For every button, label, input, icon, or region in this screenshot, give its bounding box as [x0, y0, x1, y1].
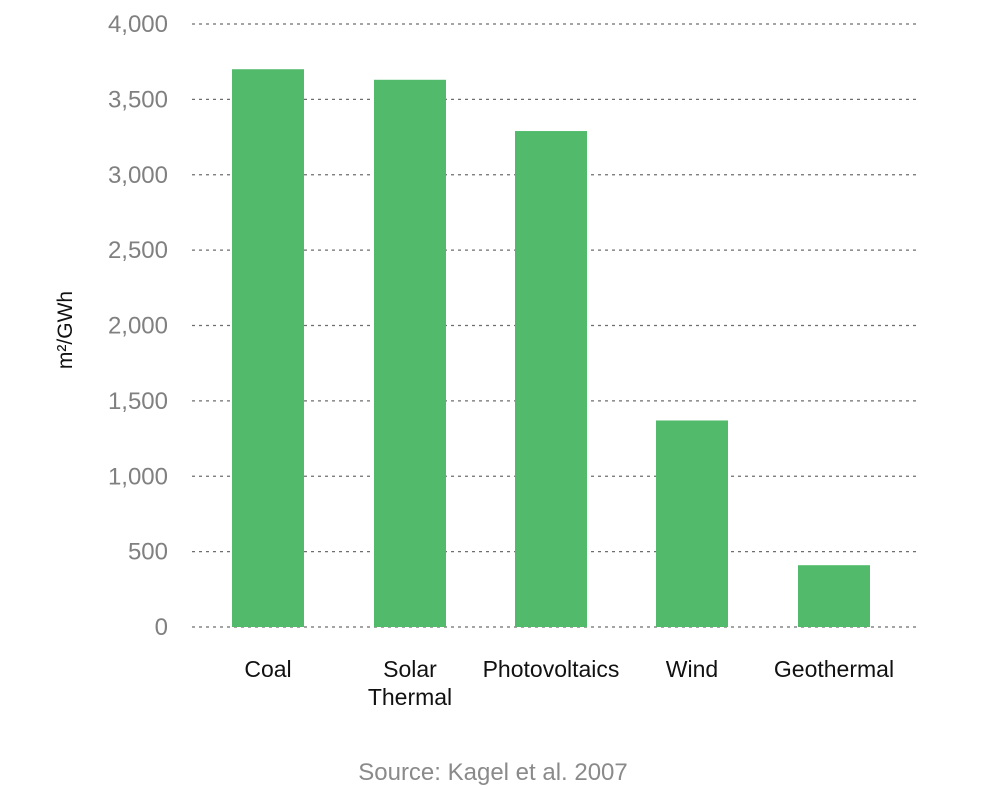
- source-note: Source: Kagel et al. 2007: [358, 759, 628, 786]
- y-tick-label: 1,000: [108, 463, 168, 490]
- x-axis-categories: Coal Solar Thermal Photovoltaics Wind Geother…: [244, 656, 894, 710]
- y-tick-label: 500: [128, 539, 168, 566]
- y-tick-label: 2,500: [108, 237, 168, 264]
- x-category-label: Geothermal: [774, 656, 894, 682]
- x-category-label: Wind: [666, 656, 718, 682]
- bar: [656, 420, 728, 627]
- y-tick-label: 0: [155, 614, 168, 641]
- bar: [798, 565, 870, 627]
- y-tick-label: 2,000: [108, 313, 168, 340]
- x-category-label: Solar Thermal: [368, 656, 452, 710]
- x-category-label: Photovoltaics: [483, 656, 620, 682]
- y-tick-label: 3,000: [108, 162, 168, 189]
- y-tick-label: 3,500: [108, 86, 168, 113]
- y-tick-label: 4,000: [108, 11, 168, 38]
- gridlines: [192, 23, 916, 628]
- bars: [232, 69, 870, 628]
- y-axis-label: m²/GWh: [54, 291, 77, 369]
- y-tick-label: 1,500: [108, 388, 168, 415]
- bar: [515, 131, 587, 627]
- bar: [374, 79, 446, 628]
- x-category-label: Coal: [244, 656, 291, 682]
- y-axis-ticks: 0 500 1,000 1,500 2,000 2,500 3,000 3,500 4,000: [108, 11, 168, 641]
- bar: [232, 69, 304, 628]
